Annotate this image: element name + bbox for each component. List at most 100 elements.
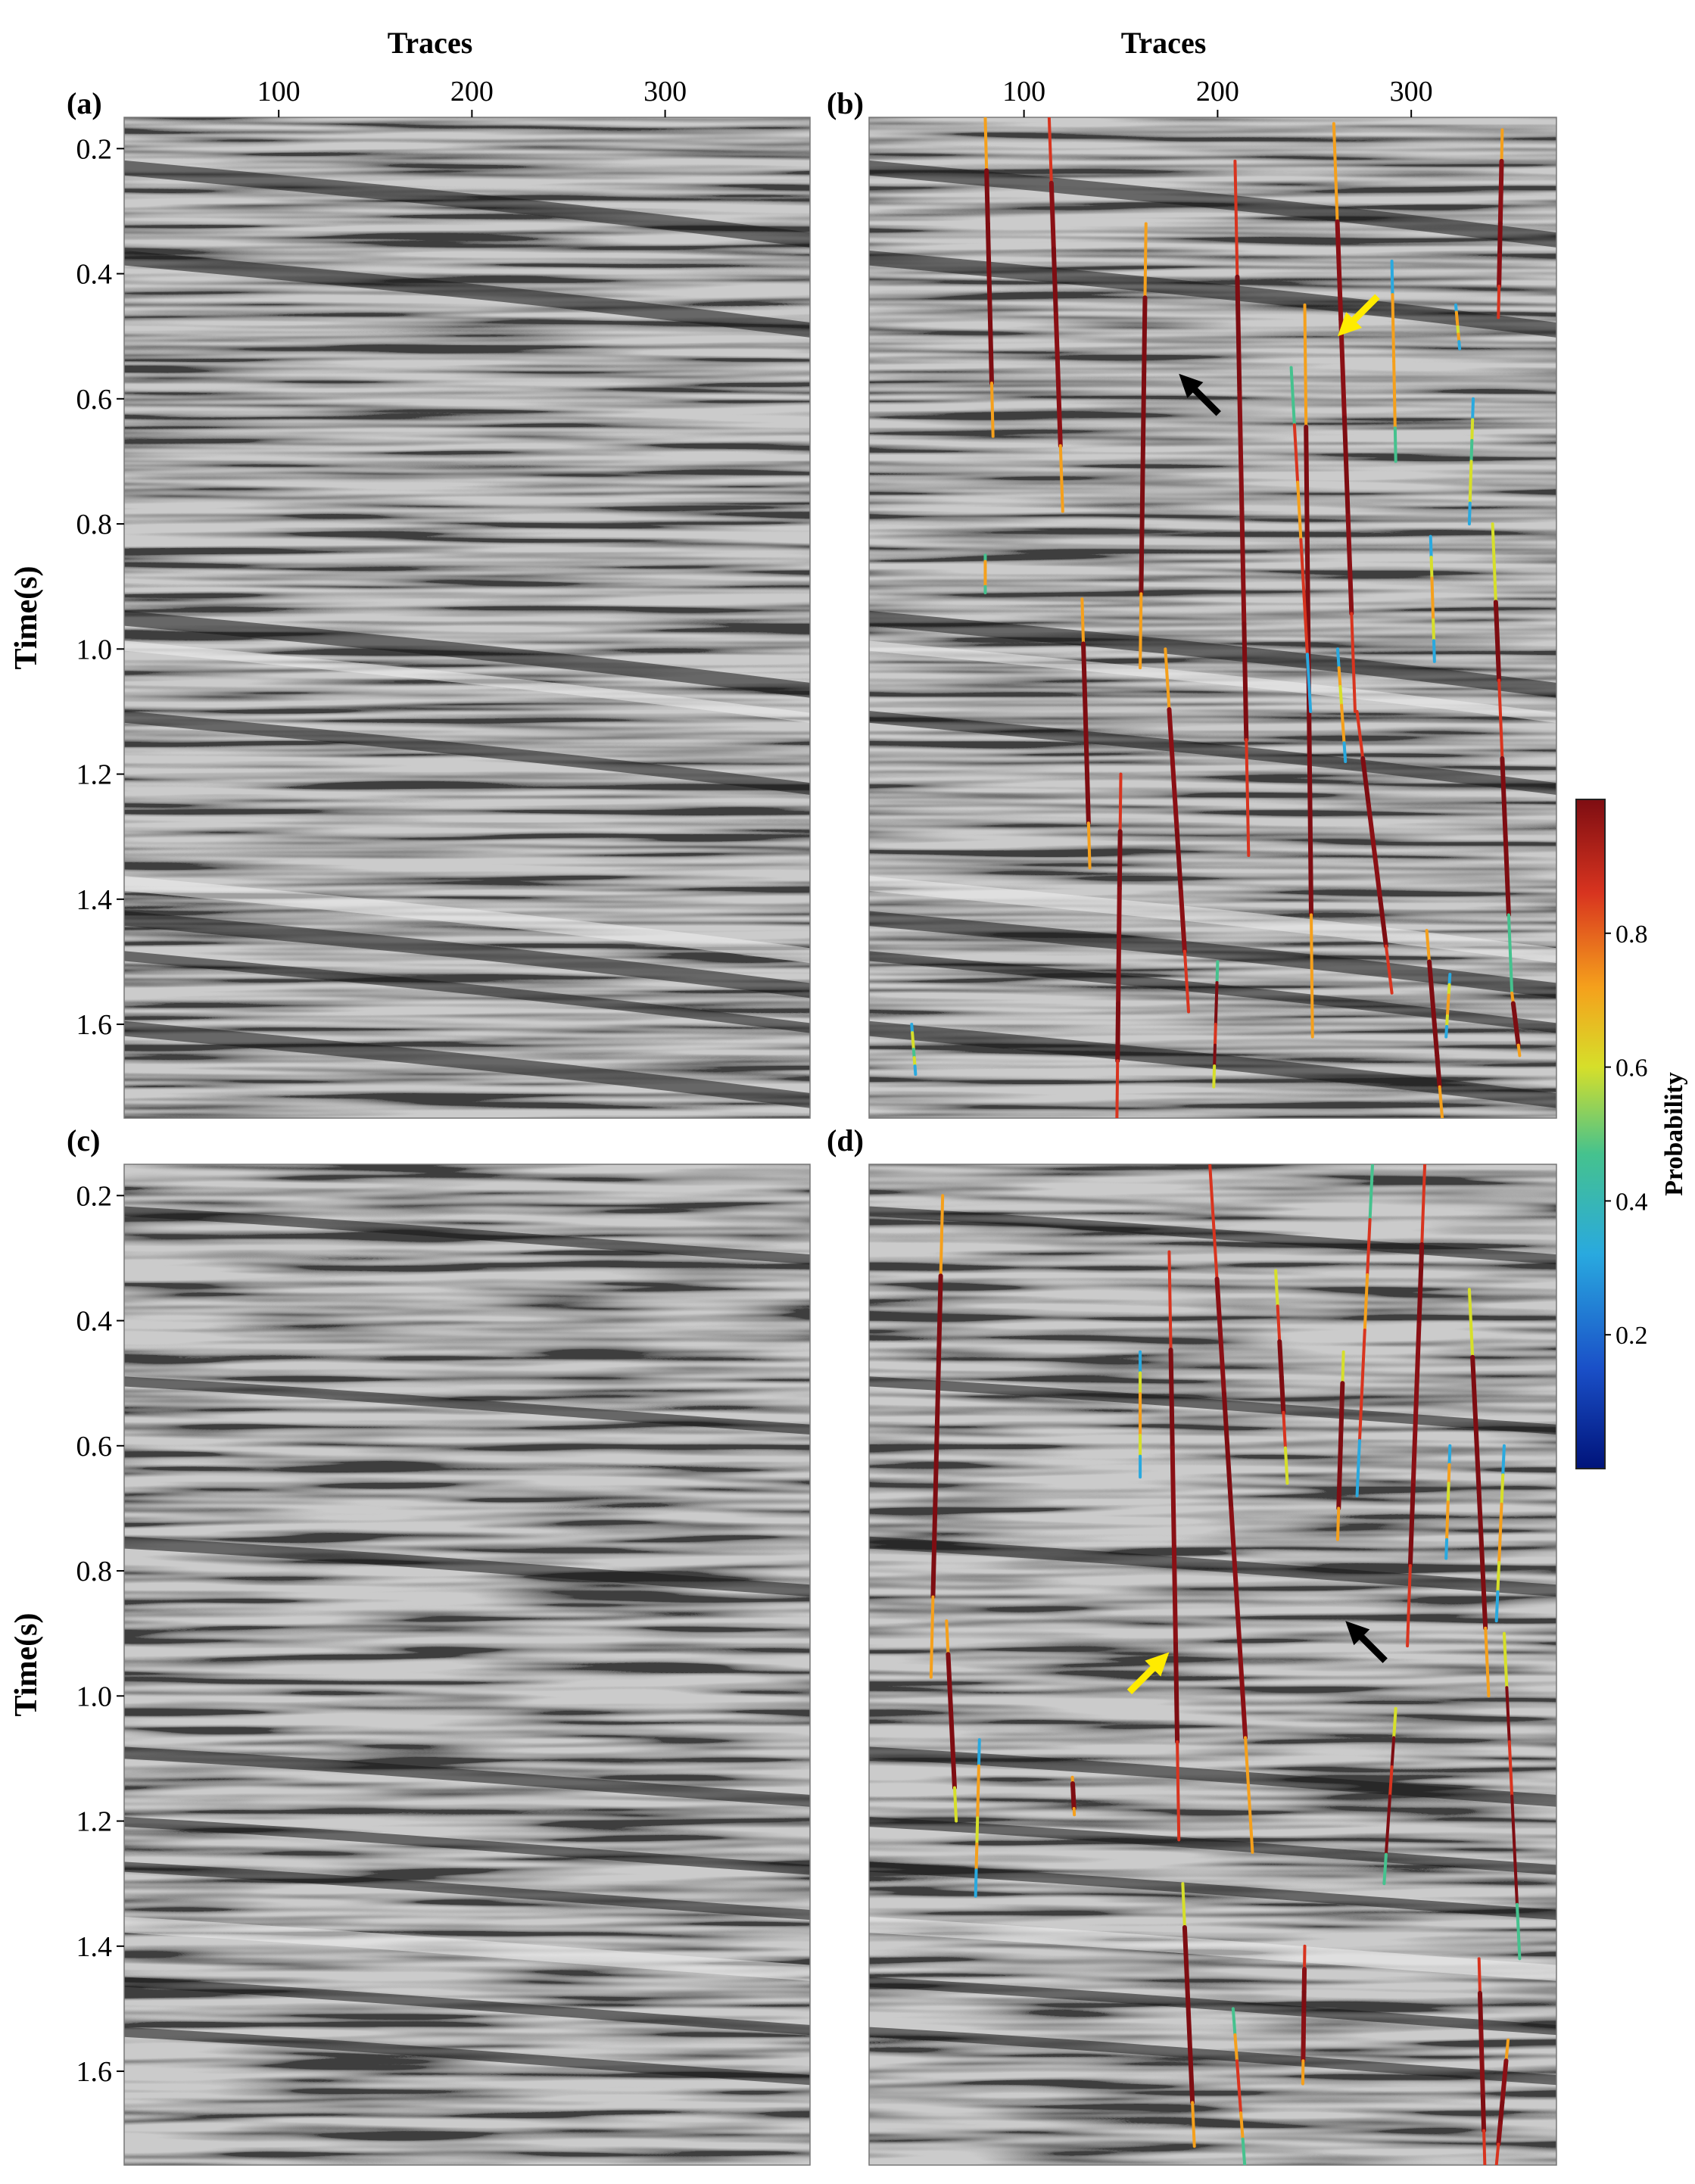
fault-segment xyxy=(1493,600,1502,683)
fault-segment xyxy=(1080,597,1086,646)
x-tick-label: 300 xyxy=(1390,76,1433,107)
fault-segment xyxy=(1086,821,1092,870)
reflector-band xyxy=(869,250,1556,338)
fault-segment xyxy=(1500,1473,1505,1506)
fault-segment xyxy=(1425,929,1432,964)
y-tick-label: 0.8 xyxy=(76,1556,113,1587)
fault-segment xyxy=(1447,1444,1452,1466)
fault-segment xyxy=(1497,190,1503,226)
fault-segment xyxy=(1494,1590,1500,1623)
y-tick-label: 1.4 xyxy=(76,884,113,916)
fault-segment xyxy=(1482,2129,1487,2165)
fault-segment xyxy=(1307,790,1314,918)
fault-segment xyxy=(1478,2025,1485,2064)
fault-segment xyxy=(1239,2111,1245,2141)
y-tick-label: 1.2 xyxy=(76,759,113,791)
fault-segment xyxy=(1516,1043,1522,1058)
panel-d: (d) xyxy=(827,1123,1557,2166)
fault-segment xyxy=(1341,722,1346,745)
colorbar-tick-label: 0.8 xyxy=(1616,921,1648,949)
fault-segment xyxy=(930,1514,937,1600)
reflector-band xyxy=(869,1376,1556,1435)
reflector-band xyxy=(869,1977,1556,2036)
fault-segment xyxy=(1299,537,1306,599)
panel-b: (b) 100 200 300 xyxy=(827,76,1557,1119)
fault-segment xyxy=(1173,1641,1180,1744)
fault-segment xyxy=(936,1273,943,1359)
fault-segment xyxy=(1341,415,1351,519)
y-axis-title-bottom: Time(s) xyxy=(9,1613,44,1717)
fault-segment xyxy=(1447,983,1451,997)
panel-label: (c) xyxy=(67,1123,100,1157)
fault-segment xyxy=(1191,2101,1196,2148)
fault-segment xyxy=(1302,595,1309,656)
panel-a: (a) 100 200 300 0.2 0.4 0.6 0.8 1.0 1.2 1.4 1.6 xyxy=(67,76,811,1119)
fault-segment xyxy=(1427,959,1435,995)
fault-segment xyxy=(1498,158,1504,195)
fault-segment xyxy=(1477,1990,1484,2030)
reflector-band xyxy=(869,1536,1556,1597)
fault-segment xyxy=(1504,2038,1510,2063)
fault-segment xyxy=(1244,1736,1254,1854)
fault-segment xyxy=(1231,2007,1237,2036)
fault-segment xyxy=(1432,618,1436,643)
colorbar-tick-label: 0.2 xyxy=(1616,1322,1648,1350)
fault-segment xyxy=(1480,2094,1487,2133)
reflector-band xyxy=(124,710,810,795)
fault-segment xyxy=(1514,1032,1521,1048)
fault-segment xyxy=(1118,772,1123,833)
reflector-band xyxy=(124,1977,810,2036)
fault-segment xyxy=(939,1194,945,1278)
fault-segment xyxy=(1429,990,1437,1027)
fault-segment xyxy=(1188,2056,1195,2105)
fault-segment xyxy=(1368,1164,1375,1221)
fault-segment xyxy=(1446,1481,1450,1504)
x-tick-label: 300 xyxy=(643,76,687,107)
fault-overlay xyxy=(910,117,1522,1118)
fault-segment xyxy=(1393,426,1397,463)
fault-segment xyxy=(985,221,992,279)
fault-segment xyxy=(1214,1276,1226,1396)
fault-segment xyxy=(1279,1374,1286,1415)
panel-label: (b) xyxy=(827,86,864,120)
y-tick-label: 1.4 xyxy=(76,1931,113,1963)
reflector-group xyxy=(869,160,1556,1108)
fault-segment xyxy=(1237,390,1245,511)
reflector-band xyxy=(869,1917,1556,1981)
fault-segment xyxy=(1479,1558,1488,1631)
reflector-band xyxy=(124,250,810,338)
fault-segment xyxy=(1214,1002,1218,1027)
seismic-texture xyxy=(124,1164,810,2165)
fault-segment xyxy=(1446,993,1450,1008)
reflector-group xyxy=(124,160,810,1108)
fault-segment xyxy=(1310,913,1314,1039)
fault-segment xyxy=(1382,1852,1388,1886)
fault-segment xyxy=(1081,641,1087,691)
reflector-band xyxy=(124,951,810,1033)
fault-segment xyxy=(988,327,994,386)
fault-segment xyxy=(1477,1957,1482,1995)
y-tick-label: 1.6 xyxy=(76,1009,113,1041)
fault-segment xyxy=(1431,597,1435,622)
fault-segment xyxy=(1053,312,1061,383)
fault-segment xyxy=(1393,393,1397,430)
fault-segment xyxy=(1168,1347,1175,1450)
y-tick-label: 0.2 xyxy=(76,133,113,165)
fault-segment xyxy=(1473,1422,1482,1495)
fault-segment xyxy=(1476,1490,1485,1563)
fault-segment xyxy=(986,274,993,332)
fault-segment xyxy=(1051,246,1058,317)
fault-segment xyxy=(1420,1164,1427,1247)
top-axis-title-left: Traces xyxy=(388,26,473,60)
fault-segment xyxy=(1340,703,1344,726)
fault-segment xyxy=(1345,513,1354,616)
fault-segment xyxy=(1335,647,1341,670)
y-tick-label: 0.6 xyxy=(76,384,113,416)
reflector-band xyxy=(124,610,810,698)
y-tick-label: 0.2 xyxy=(76,1180,113,1212)
fault-segment xyxy=(1182,1925,1189,1974)
y-tick-label: 1.6 xyxy=(76,2056,113,2088)
fault-segment xyxy=(1058,444,1064,513)
fault-segment xyxy=(1445,1500,1450,1522)
fault-segment xyxy=(1355,709,1365,760)
